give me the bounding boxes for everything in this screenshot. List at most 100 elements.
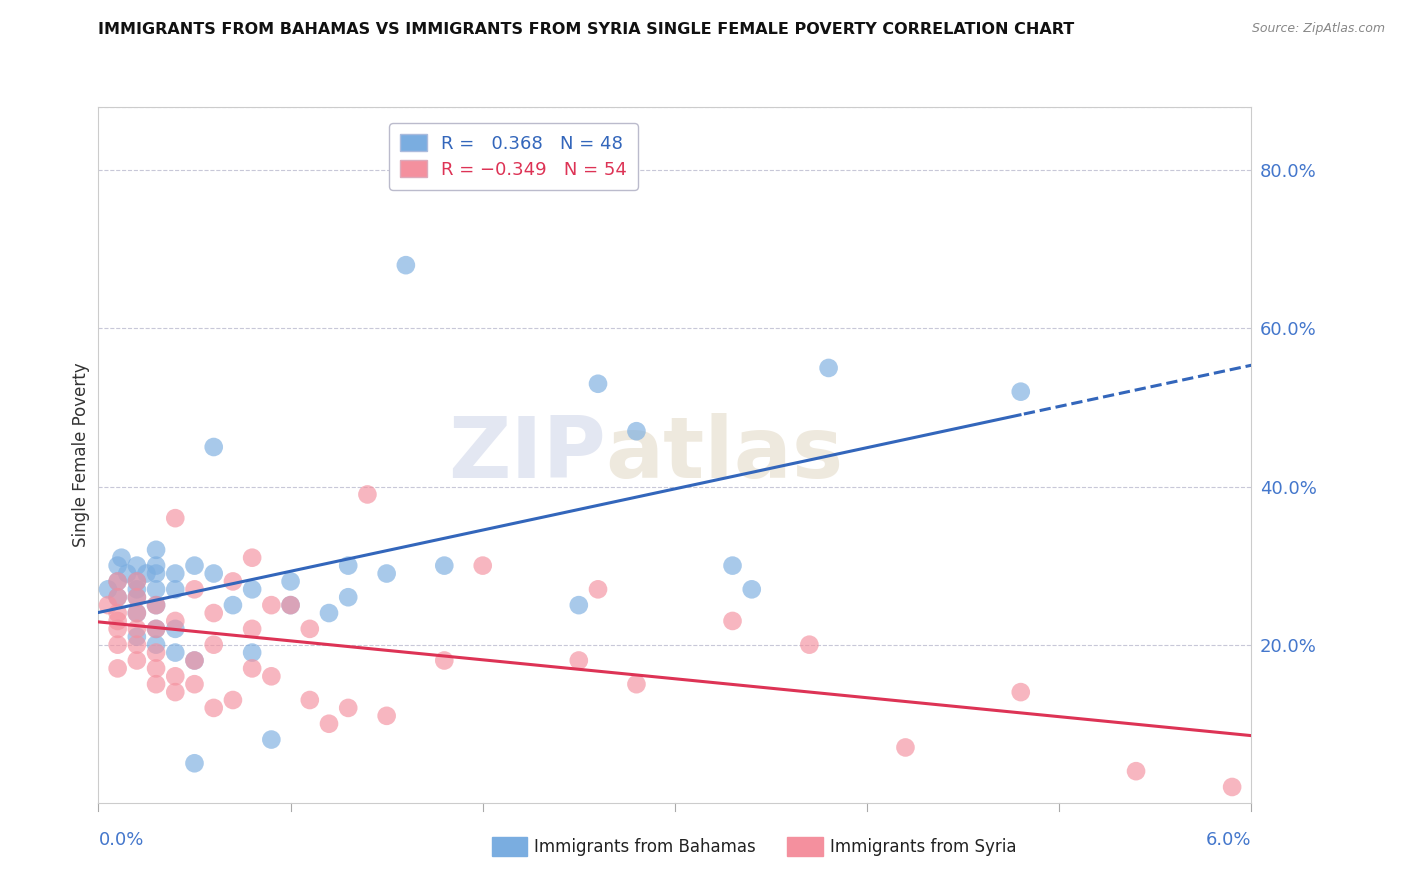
Point	[280, 574, 302, 589]
Point	[125, 582, 148, 597]
Point	[240, 661, 263, 675]
Point	[145, 661, 167, 675]
Point	[183, 653, 205, 667]
Point	[107, 622, 129, 636]
Point	[202, 440, 225, 454]
Point	[817, 360, 839, 375]
Point	[626, 424, 648, 438]
Point	[165, 646, 187, 660]
Point	[125, 591, 148, 605]
Point	[375, 708, 398, 723]
Point	[202, 606, 225, 620]
Point	[165, 566, 187, 581]
Point	[337, 558, 360, 573]
Text: Immigrants from Bahamas: Immigrants from Bahamas	[534, 838, 756, 855]
Point	[107, 574, 129, 589]
Point	[107, 614, 129, 628]
Point	[222, 693, 245, 707]
Point	[107, 591, 129, 605]
Text: 0.0%: 0.0%	[98, 830, 143, 848]
Point	[125, 574, 148, 589]
Point	[125, 653, 148, 667]
Point	[356, 487, 378, 501]
Point	[145, 542, 167, 557]
Point	[110, 550, 132, 565]
Point	[586, 582, 609, 597]
Point	[260, 732, 283, 747]
Point	[741, 582, 763, 597]
Point	[280, 598, 302, 612]
Point	[125, 606, 148, 620]
Text: atlas: atlas	[606, 413, 844, 497]
Point	[107, 606, 129, 620]
Point	[318, 606, 340, 620]
Point	[107, 638, 129, 652]
Point	[145, 677, 167, 691]
Point	[202, 638, 225, 652]
Text: Immigrants from Syria: Immigrants from Syria	[830, 838, 1017, 855]
Point	[107, 591, 129, 605]
Point	[626, 677, 648, 691]
Point	[165, 622, 187, 636]
Point	[107, 574, 129, 589]
Point	[298, 622, 321, 636]
Point	[125, 638, 148, 652]
Point	[145, 646, 167, 660]
Point	[183, 677, 205, 691]
Point	[260, 669, 283, 683]
Point	[318, 716, 340, 731]
Point	[165, 614, 187, 628]
Point	[433, 558, 456, 573]
Point	[202, 701, 225, 715]
Point	[240, 550, 263, 565]
Point	[165, 582, 187, 597]
Point	[135, 566, 157, 581]
Point	[395, 258, 418, 272]
Point	[165, 685, 187, 699]
Text: ZIP: ZIP	[449, 413, 606, 497]
Point	[222, 598, 245, 612]
Point	[222, 574, 245, 589]
Point	[125, 558, 148, 573]
Point	[107, 661, 129, 675]
Point	[471, 558, 494, 573]
Point	[183, 558, 205, 573]
Y-axis label: Single Female Poverty: Single Female Poverty	[72, 363, 90, 547]
Point	[125, 622, 148, 636]
Point	[799, 638, 821, 652]
Point	[145, 622, 167, 636]
Point	[145, 598, 167, 612]
Point	[97, 598, 120, 612]
Point	[202, 566, 225, 581]
Point	[260, 598, 283, 612]
Legend: R =   0.368   N = 48, R = −0.349   N = 54: R = 0.368 N = 48, R = −0.349 N = 54	[389, 123, 638, 189]
Point	[337, 701, 360, 715]
Point	[894, 740, 917, 755]
Point	[125, 574, 148, 589]
Text: IMMIGRANTS FROM BAHAMAS VS IMMIGRANTS FROM SYRIA SINGLE FEMALE POVERTY CORRELATI: IMMIGRANTS FROM BAHAMAS VS IMMIGRANTS FR…	[98, 22, 1074, 37]
Point	[1010, 384, 1032, 399]
Point	[145, 638, 167, 652]
Point	[721, 558, 744, 573]
Point	[107, 558, 129, 573]
Point	[125, 630, 148, 644]
Point	[183, 582, 205, 597]
Text: 6.0%: 6.0%	[1206, 830, 1251, 848]
Point	[586, 376, 609, 391]
Text: Source: ZipAtlas.com: Source: ZipAtlas.com	[1251, 22, 1385, 36]
Point	[1220, 780, 1243, 794]
Point	[240, 646, 263, 660]
Point	[97, 582, 120, 597]
Point	[280, 598, 302, 612]
Point	[1125, 764, 1147, 779]
Point	[298, 693, 321, 707]
Point	[337, 591, 360, 605]
Point	[183, 653, 205, 667]
Point	[125, 606, 148, 620]
Point	[145, 558, 167, 573]
Point	[568, 653, 591, 667]
Point	[433, 653, 456, 667]
Point	[145, 622, 167, 636]
Point	[240, 582, 263, 597]
Point	[568, 598, 591, 612]
